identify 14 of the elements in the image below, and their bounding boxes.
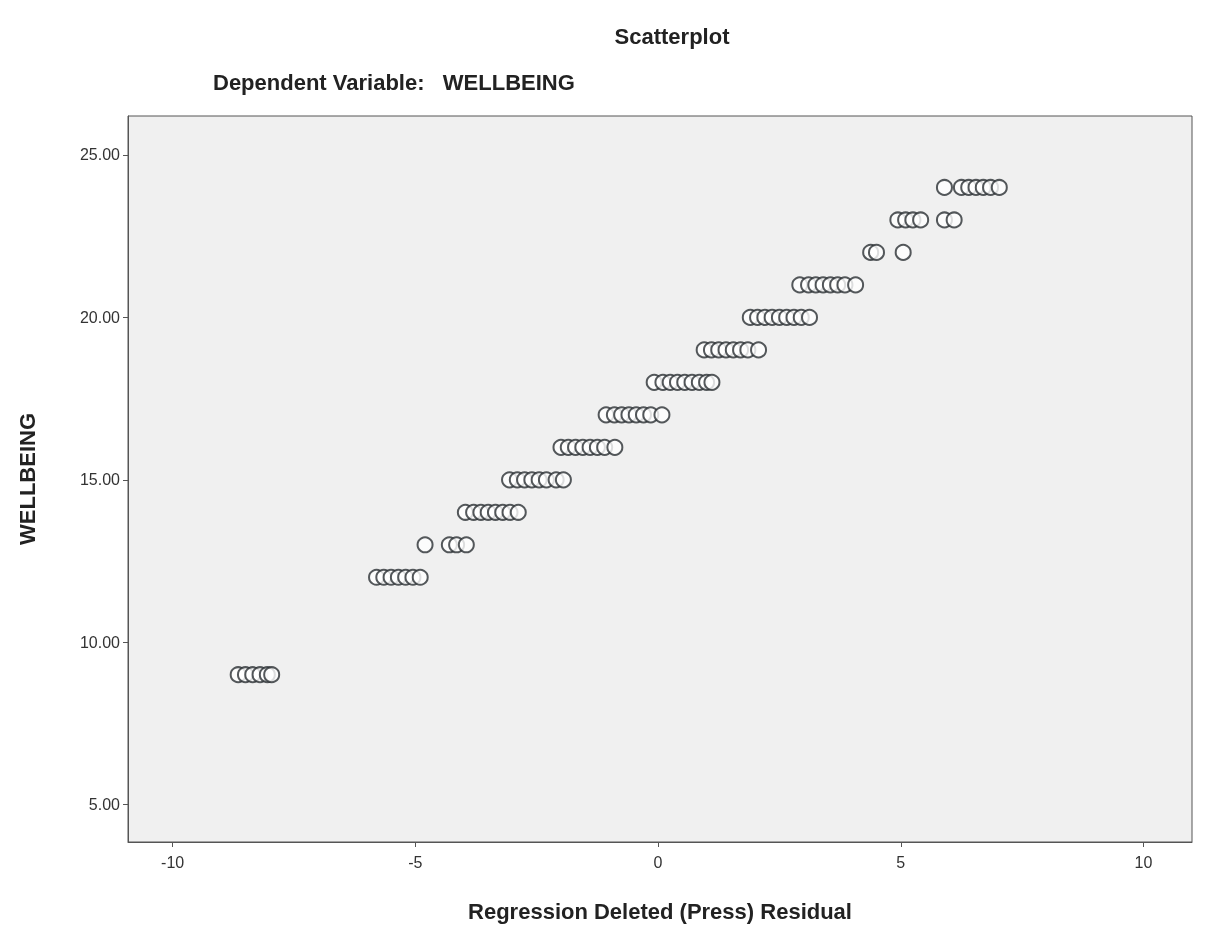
x-tick-label: -10 bbox=[161, 853, 185, 871]
x-tick-label: 5 bbox=[896, 853, 906, 871]
chart-subtitle: Dependent Variable: WELLBEING bbox=[213, 69, 575, 95]
x-tick-label: 0 bbox=[653, 853, 663, 871]
x-tick-label: 10 bbox=[1134, 853, 1153, 871]
y-tick-label: 5.00 bbox=[88, 796, 121, 814]
x-axis-title: Regression Deleted (Press) Residual bbox=[468, 898, 852, 924]
y-tick-label: 25.00 bbox=[79, 146, 121, 164]
chart-title: Scatterplot bbox=[614, 23, 731, 49]
x-tick-label: -5 bbox=[408, 853, 423, 871]
y-tick-label: 20.00 bbox=[79, 308, 121, 326]
y-axis-title: WELLBEING bbox=[14, 413, 40, 545]
y-tick-label: 15.00 bbox=[79, 471, 121, 489]
y-tick-label: 10.00 bbox=[79, 633, 121, 651]
